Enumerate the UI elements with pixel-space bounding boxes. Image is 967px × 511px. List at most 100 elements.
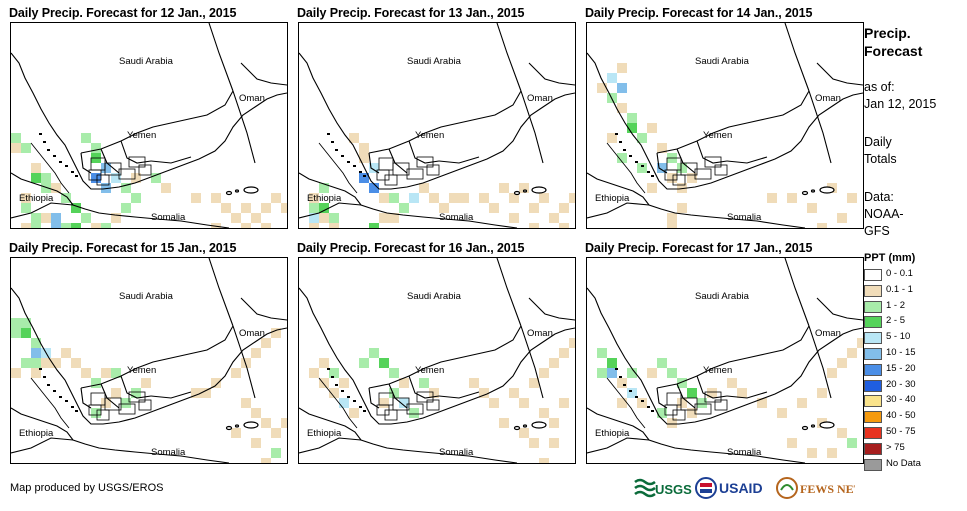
precip-cell — [539, 458, 549, 463]
country-border — [520, 325, 544, 399]
precip-cell — [827, 368, 837, 378]
country-border — [80, 387, 92, 409]
precip-cell — [667, 213, 677, 223]
usaid-seal-icon: USAID — [695, 477, 763, 499]
precip-cell — [101, 398, 111, 408]
forecast-map: Saudi Arabia Oman Yemen Ethiopia Somalia — [10, 22, 288, 229]
label-ethiopia: Ethiopia — [19, 193, 54, 204]
country-border — [816, 297, 863, 321]
precip-cell — [211, 193, 221, 203]
precip-cell — [727, 378, 737, 388]
red-sea-island — [635, 161, 638, 163]
red-sea-island — [53, 390, 56, 392]
precip-cell — [667, 173, 677, 183]
governorate-border — [406, 403, 424, 415]
precip-cell — [131, 388, 141, 398]
precip-cell — [329, 213, 339, 223]
forecast-panel-4: Daily Precip. Forecast for 15 Jan., 2015… — [9, 241, 289, 471]
country-border — [299, 437, 362, 454]
label-somalia: Somalia — [151, 447, 186, 458]
red-sea-island — [647, 406, 650, 408]
precip-cell — [857, 338, 863, 348]
red-sea-island — [59, 396, 62, 398]
precip-cell — [111, 388, 121, 398]
precip-cell — [529, 203, 539, 213]
governorate-border — [406, 168, 424, 180]
label-oman: Oman — [815, 328, 841, 339]
precip-cell — [231, 213, 241, 223]
precip-cell — [807, 448, 817, 458]
precip-cell — [21, 318, 31, 328]
precip-cell — [617, 378, 627, 388]
precip-cell — [41, 358, 51, 368]
precip-cell — [539, 193, 549, 203]
precip-cell — [319, 358, 329, 368]
precip-cell — [71, 358, 81, 368]
precip-cell — [131, 173, 141, 183]
precip-cell — [479, 193, 489, 203]
precip-cell — [31, 173, 41, 183]
precip-cell — [309, 368, 319, 378]
panel-title: Daily Precip. Forecast for 12 Jan., 2015 — [9, 6, 237, 20]
precip-cell — [31, 223, 41, 228]
forecast-map: Saudi Arabia Oman Yemen Ethiopia Somalia — [586, 257, 864, 464]
label-yemen: Yemen — [127, 130, 157, 141]
red-sea-coast — [606, 142, 646, 194]
precip-cell — [637, 398, 647, 408]
label-oman: Oman — [527, 328, 553, 339]
precip-cell — [607, 133, 617, 143]
precip-cell — [21, 143, 31, 153]
precip-cell — [111, 173, 121, 183]
legend-label: 0 - 0.1 — [886, 268, 913, 279]
precip-cell — [31, 338, 41, 348]
precip-cell — [429, 388, 439, 398]
forecast-map: Saudi Arabia Oman Yemen Ethiopia Somalia — [298, 257, 576, 464]
usaid-logo: USAID — [695, 476, 785, 502]
data-source-block: Data: NOAA- GFS — [864, 189, 904, 240]
red-sea-island — [43, 141, 46, 143]
precip-cell — [489, 203, 499, 213]
legend-swatch — [864, 316, 882, 329]
precip-cell — [111, 213, 121, 223]
precip-cell — [597, 348, 607, 358]
precip-cell — [359, 143, 369, 153]
precip-cell — [41, 183, 51, 193]
precip-cell — [241, 358, 251, 368]
precip-cell — [637, 133, 647, 143]
legend-swatch — [864, 458, 882, 471]
precip-cell — [379, 193, 389, 203]
label-somalia: Somalia — [439, 212, 474, 223]
label-somalia: Somalia — [727, 212, 762, 223]
precip-cell — [21, 328, 31, 338]
red-sea-island — [363, 410, 366, 412]
label-somalia: Somalia — [151, 212, 186, 223]
precip-cell — [281, 203, 287, 213]
precip-cell — [21, 203, 31, 213]
precip-cell — [667, 223, 677, 228]
precip-cell — [271, 328, 281, 338]
precip-cell — [71, 223, 81, 228]
governorate-border — [138, 164, 152, 176]
legend-swatch — [864, 363, 882, 376]
precip-cell — [429, 193, 439, 203]
precip-cell — [597, 83, 607, 93]
red-sea-island — [335, 149, 338, 151]
african-coastline — [299, 407, 518, 463]
precip-cell — [349, 133, 359, 143]
precip-cell — [51, 223, 61, 228]
precip-cell — [737, 388, 747, 398]
precip-cell — [61, 193, 71, 203]
red-sea-island — [65, 400, 68, 402]
forecast-panel-6: Daily Precip. Forecast for 17 Jan., 2015… — [585, 241, 865, 471]
forecast-panel-2: Daily Precip. Forecast for 13 Jan., 2015… — [297, 6, 577, 236]
precip-cell — [549, 418, 559, 428]
coastline — [11, 52, 287, 190]
red-sea-island — [327, 368, 330, 370]
precip-cell — [41, 173, 51, 183]
precip-cell — [807, 203, 817, 213]
governorate-border — [378, 157, 394, 171]
precip-cell — [847, 348, 857, 358]
label-somalia: Somalia — [727, 447, 762, 458]
country-border — [587, 437, 650, 454]
precip-cell — [339, 378, 349, 388]
